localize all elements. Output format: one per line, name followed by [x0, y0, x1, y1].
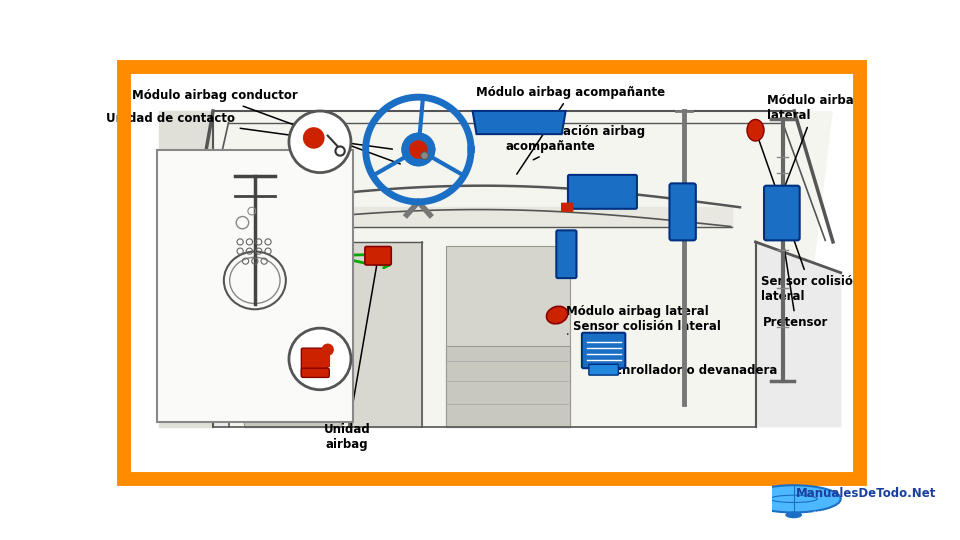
Circle shape	[289, 111, 351, 173]
FancyBboxPatch shape	[557, 231, 576, 278]
Text: Desactivación airbag
acompañante: Desactivación airbag acompañante	[506, 125, 645, 160]
Text: ManualesDeTodo.Net: ManualesDeTodo.Net	[796, 488, 936, 501]
Text: Testigo avería
airbag: Testigo avería airbag	[158, 144, 318, 278]
FancyBboxPatch shape	[669, 184, 696, 240]
Text: Testigo desactivación
airbag acompañante: Testigo desactivación airbag acompañante	[158, 360, 318, 408]
FancyBboxPatch shape	[365, 247, 392, 265]
Circle shape	[747, 485, 841, 512]
Polygon shape	[472, 111, 565, 134]
Text: Módulo airbag conductor: Módulo airbag conductor	[132, 90, 400, 164]
Circle shape	[401, 132, 436, 166]
FancyBboxPatch shape	[568, 175, 636, 209]
Text: Pretensor: Pretensor	[763, 215, 828, 329]
Ellipse shape	[546, 306, 567, 324]
Text: Enrollador o devanadera: Enrollador o devanadera	[607, 361, 778, 377]
FancyBboxPatch shape	[301, 368, 329, 377]
FancyBboxPatch shape	[764, 186, 800, 240]
FancyBboxPatch shape	[254, 202, 274, 218]
Text: CONOCE · APRENDE · ENSEÑA Y COMPARTE: CONOCE · APRENDE · ENSEÑA Y COMPARTE	[813, 511, 919, 516]
FancyBboxPatch shape	[582, 333, 625, 368]
Polygon shape	[225, 207, 732, 226]
Ellipse shape	[747, 119, 764, 141]
Ellipse shape	[263, 150, 333, 195]
Polygon shape	[244, 246, 341, 427]
Text: Módulo airbag acompañante: Módulo airbag acompañante	[476, 85, 665, 174]
Polygon shape	[445, 246, 569, 427]
Ellipse shape	[785, 511, 803, 518]
FancyBboxPatch shape	[561, 202, 573, 212]
Polygon shape	[186, 261, 228, 427]
Text: Sensor colisión
lateral: Sensor colisión lateral	[756, 133, 861, 303]
Text: Módulo airbag
lateral: Módulo airbag lateral	[767, 94, 862, 220]
FancyBboxPatch shape	[301, 348, 327, 376]
Text: Unidad
airbag: Unidad airbag	[324, 260, 377, 451]
Circle shape	[289, 328, 351, 390]
Circle shape	[409, 140, 427, 159]
FancyBboxPatch shape	[270, 202, 295, 220]
Text: Sensor colisión lateral: Sensor colisión lateral	[567, 320, 721, 334]
Circle shape	[420, 152, 428, 159]
Text: Módulo airbag lateral: Módulo airbag lateral	[560, 305, 708, 318]
Polygon shape	[158, 111, 213, 427]
Circle shape	[303, 127, 324, 148]
FancyBboxPatch shape	[588, 364, 618, 375]
Text: Unidad de contacto: Unidad de contacto	[106, 112, 393, 149]
Polygon shape	[158, 111, 833, 427]
Polygon shape	[445, 346, 569, 427]
Circle shape	[322, 343, 334, 356]
FancyBboxPatch shape	[157, 150, 352, 422]
Text: Unidad de
habitáculo: Unidad de habitáculo	[158, 197, 273, 224]
Polygon shape	[756, 242, 841, 427]
Polygon shape	[348, 242, 422, 427]
FancyBboxPatch shape	[262, 186, 295, 209]
Polygon shape	[244, 346, 341, 427]
